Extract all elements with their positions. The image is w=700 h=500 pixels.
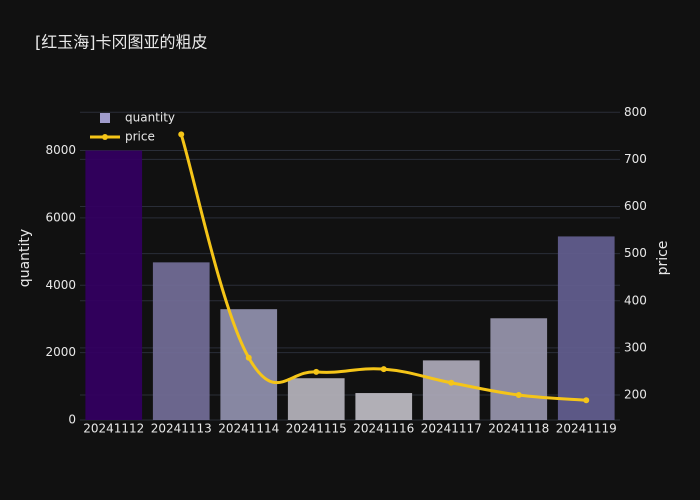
- x-tick-label: 20241115: [286, 422, 347, 436]
- bar: [490, 318, 548, 420]
- price-line: [179, 133, 587, 402]
- y2-tick-label: 200: [624, 388, 647, 402]
- y2-tick-label: 600: [624, 199, 647, 213]
- price-marker: [583, 397, 590, 404]
- bar: [557, 236, 615, 420]
- bar: [85, 150, 143, 421]
- x-tick-label: 20241113: [151, 422, 212, 436]
- price-marker: [380, 366, 387, 373]
- x-tick-label: 20241117: [421, 422, 482, 436]
- x-tick-label: 20241118: [488, 422, 549, 436]
- bar: [287, 378, 345, 420]
- legend-swatch: [100, 113, 110, 123]
- x-tick-label: 20241116: [353, 422, 414, 436]
- legend-label: price: [125, 130, 155, 144]
- bar: [152, 262, 210, 420]
- bar: [220, 309, 278, 420]
- y2-axis-label: price: [655, 241, 671, 276]
- price-marker: [448, 379, 455, 386]
- y2-tick-label: 400: [624, 293, 647, 307]
- price-marker: [178, 131, 185, 138]
- y-axis-label: quantity: [17, 229, 33, 287]
- legend-swatch: [102, 134, 108, 140]
- y2-tick-label: 800: [624, 105, 647, 119]
- y-tick-label: 0: [68, 413, 76, 427]
- y-tick-label: 4000: [45, 278, 76, 292]
- price-marker: [245, 354, 252, 361]
- chart-title: [红玉海]卡冈图亚的粗皮: [35, 33, 208, 52]
- y-tick-label: 8000: [45, 143, 76, 157]
- y-tick-label: 2000: [45, 345, 76, 359]
- y2-tick-label: 700: [624, 152, 647, 166]
- x-tick-label: 20241112: [83, 422, 144, 436]
- price-marker: [515, 392, 522, 399]
- bar: [355, 393, 413, 420]
- bar: [422, 360, 480, 420]
- x-tick-label: 20241119: [556, 422, 617, 436]
- y2-tick-label: 500: [624, 246, 647, 260]
- price-marker: [313, 368, 320, 375]
- x-tick-label: 20241114: [218, 422, 279, 436]
- y2-tick-label: 300: [624, 340, 647, 354]
- legend-label: quantity: [125, 111, 175, 125]
- y-tick-label: 6000: [45, 210, 76, 224]
